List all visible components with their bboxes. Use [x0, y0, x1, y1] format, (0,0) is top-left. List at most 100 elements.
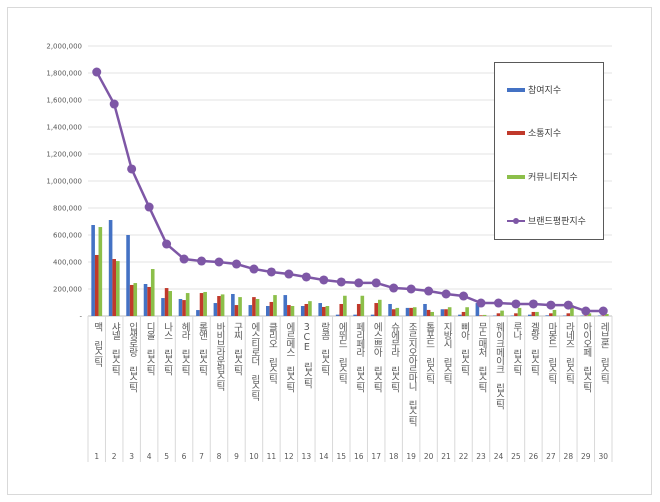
rank-label: 9: [234, 452, 239, 461]
bar-2-27: [549, 313, 553, 316]
brand-reputation-point-15: [336, 277, 346, 287]
bar-2-8: [217, 296, 221, 316]
category-label: 에르메스 립스틱: [283, 322, 295, 392]
brand-reputation-point-18: [389, 283, 399, 293]
bar-2-17: [374, 303, 378, 316]
rank-label: 3: [129, 452, 134, 461]
bar-3-10: [255, 298, 260, 316]
bar-2-16: [356, 303, 361, 316]
bar-3-8: [220, 294, 225, 316]
legend: 참여지수 소통지수 커뮤니티지수 브랜드평판지수: [494, 62, 604, 240]
y-tick-label: 1,200,000: [46, 151, 82, 159]
brand-reputation-point-13: [301, 272, 311, 282]
rank-label: 8: [217, 452, 222, 461]
brand-reputation-point-11: [266, 267, 276, 277]
bar-3-16: [360, 295, 365, 316]
bar-1-19: [405, 307, 410, 316]
category-label: 라네즈 립스틱: [563, 322, 575, 383]
bar-3-29: [587, 313, 592, 316]
rank-label: 6: [182, 452, 187, 461]
rank-label: 27: [546, 452, 556, 461]
category-label: 에뛰드 립스틱: [336, 322, 348, 383]
bar-3-2: [116, 261, 120, 316]
bar-3-1: [98, 227, 103, 316]
bar-3-21: [447, 307, 452, 316]
bar-2-22: [461, 311, 466, 316]
rank-label: 26: [529, 452, 539, 461]
bar-2-6: [182, 300, 186, 316]
brand-reputation-point-3: [127, 164, 137, 174]
bar-3-11: [273, 295, 277, 316]
brand-reputation-point-9: [231, 259, 241, 269]
bar-2-25: [514, 313, 518, 316]
bar-3-18: [395, 307, 400, 316]
legend-label: 참여지수: [528, 86, 562, 96]
rank-label: 24: [494, 452, 504, 461]
brand-reputation-point-5: [162, 239, 172, 249]
brand-reputation-point-6: [179, 254, 189, 264]
rank-label: 18: [389, 452, 399, 461]
brand-reputation-point-26: [528, 299, 538, 309]
rank-label: 29: [581, 452, 591, 461]
bar-2-26: [531, 311, 536, 316]
category-label: 3CE 립스틱: [301, 322, 313, 388]
bar-1-26: [528, 314, 532, 316]
rank-label: 7: [199, 452, 204, 461]
bar-3-7: [203, 291, 207, 316]
brand-reputation-point-30: [598, 306, 608, 316]
category-label: 샤넬 립스틱: [109, 322, 121, 375]
bar-3-5: [168, 291, 172, 316]
y-tick-label: 600,000: [53, 232, 82, 240]
category-label: 루나 립스틱: [510, 322, 522, 375]
bar-2-15: [339, 303, 344, 316]
bar-1-11: [266, 306, 270, 316]
category-label: 마몽드 립스틱: [545, 322, 557, 383]
legend-item-brand-reputation: 브랜드평판지수: [507, 214, 586, 227]
bar-3-6: [185, 293, 190, 316]
rank-label: 15: [336, 452, 346, 461]
brand-reputation-point-10: [249, 264, 259, 274]
rank-label: 19: [406, 452, 416, 461]
legend-label: 소통지수: [528, 129, 562, 139]
y-tick-label: 1,600,000: [46, 97, 82, 105]
bar-2-1: [94, 254, 99, 316]
bar-1-1: [91, 225, 95, 316]
bar-2-7: [199, 293, 204, 316]
rank-label: 11: [267, 452, 277, 461]
bar-2-21: [444, 309, 448, 316]
brand-reputation-point-7: [197, 256, 207, 266]
brand-reputation-point-19: [406, 284, 416, 294]
category-label: 헤라 립스틱: [179, 322, 191, 375]
brand-reputation-point-17: [371, 278, 381, 288]
bar-3-27: [552, 309, 557, 316]
category-label: 구찌 립스틱: [231, 322, 243, 375]
legend-swatch: [507, 87, 525, 92]
rank-label: 10: [249, 452, 259, 461]
bar-2-20: [426, 309, 431, 316]
bar-1-9: [231, 293, 235, 316]
brand-reputation-point-28: [563, 300, 573, 310]
rank-label: 21: [441, 452, 451, 461]
bar-3-19: [412, 307, 417, 316]
brand-reputation-point-1: [92, 67, 102, 77]
rank-label: 17: [371, 452, 381, 461]
brand-reputation-point-2: [109, 99, 119, 109]
bar-2-13: [304, 303, 309, 316]
brand-reputation-point-29: [581, 306, 591, 316]
bar-3-9: [238, 297, 242, 316]
bar-3-25: [517, 307, 522, 316]
chart-frame: [7, 7, 652, 495]
bar-3-17: [378, 299, 382, 316]
bar-2-14: [322, 306, 326, 316]
category-label: 아이오페 립스틱: [580, 322, 592, 392]
bar-2-12: [287, 305, 291, 316]
bar-1-15: [335, 314, 340, 316]
category-label: 톰포드 립스틱: [423, 322, 435, 383]
rank-label: 22: [459, 452, 469, 461]
category-label: 무드매처 립스틱: [476, 322, 487, 392]
rank-label: 16: [354, 452, 364, 461]
bar-3-12: [290, 306, 295, 316]
bar-1-4: [143, 284, 148, 316]
rank-label: 5: [164, 452, 169, 461]
brand-reputation-point-4: [144, 202, 154, 212]
